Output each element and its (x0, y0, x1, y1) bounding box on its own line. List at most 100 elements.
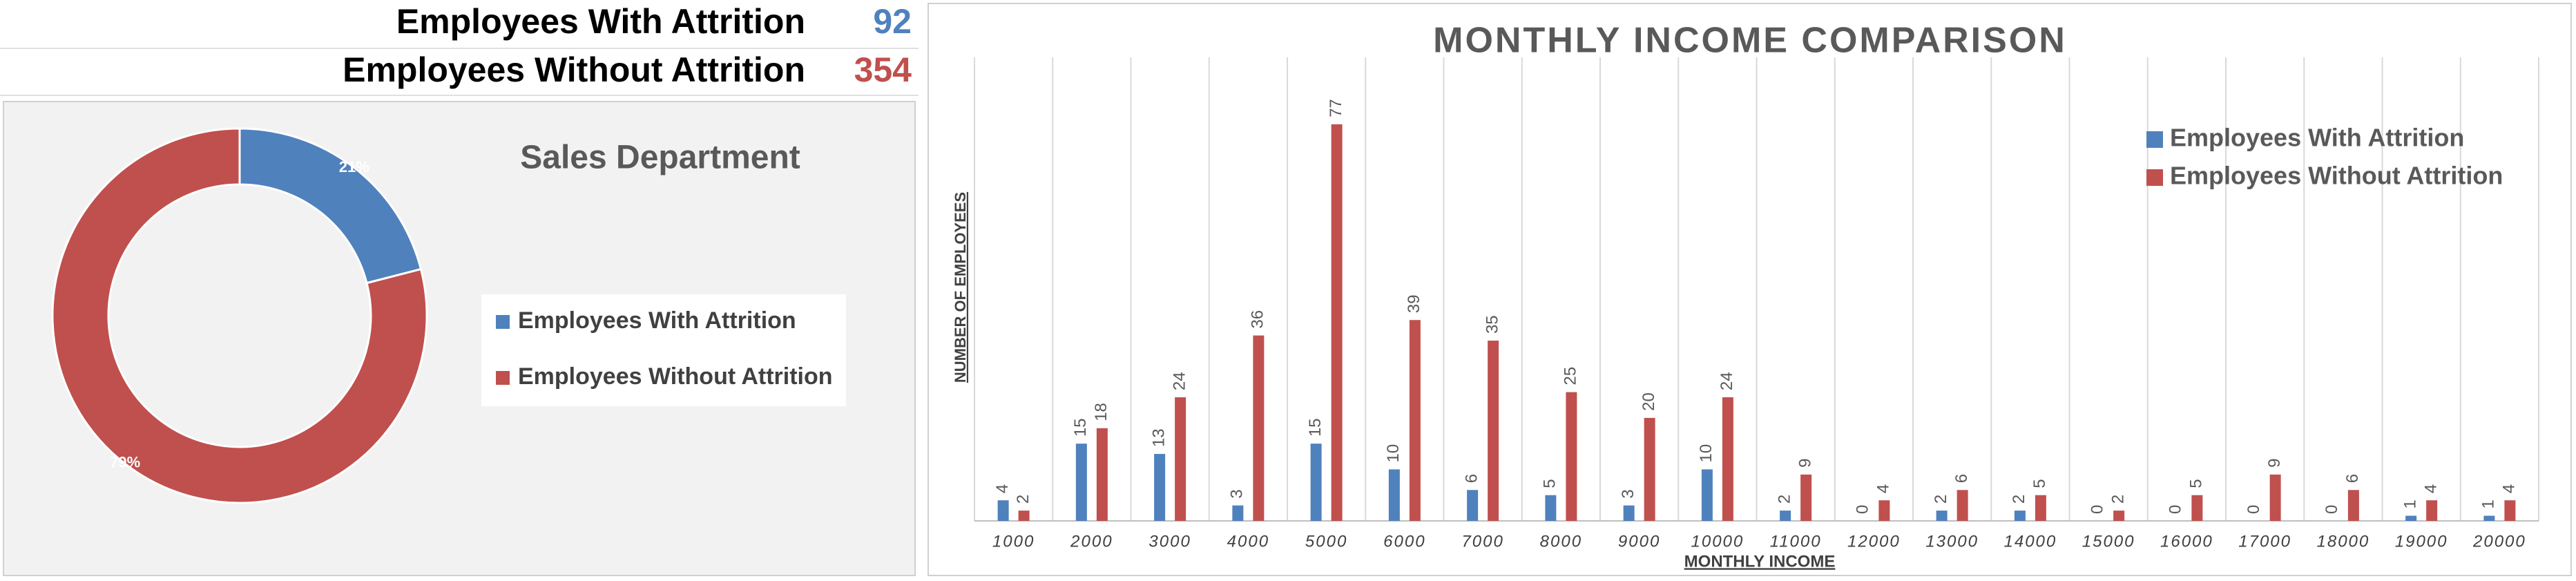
x-tick-label: 11000 (1770, 532, 1822, 551)
bar (1800, 474, 1812, 521)
data-label: 9 (2265, 459, 2284, 468)
data-label: 6 (1952, 474, 1971, 483)
data-label: 4 (993, 484, 1012, 493)
x-tick-label: 6000 (1383, 532, 1425, 551)
data-label: 20 (1640, 392, 1658, 411)
bar (1253, 335, 1265, 521)
x-tick-label: 3000 (1148, 532, 1191, 551)
bar (1310, 444, 1322, 521)
data-label: 4 (1874, 484, 1893, 493)
data-label: 4 (2421, 484, 2440, 493)
bar (1936, 511, 1948, 521)
legend-swatch (2146, 169, 2163, 186)
x-tick-label: 10000 (1691, 532, 1744, 551)
legend-swatch (2146, 131, 2163, 148)
data-label: 24 (1718, 372, 1736, 390)
x-tick-label: 5000 (1305, 532, 1347, 551)
legend-label: Employees Without Attrition (2170, 162, 2503, 190)
data-label: 0 (2245, 505, 2263, 514)
chart-title: MONTHLY INCOME COMPARISON (1433, 21, 2067, 61)
x-tick-label: 19000 (2395, 532, 2448, 551)
x-tick-label: 17000 (2238, 532, 2291, 551)
bar (1467, 490, 1479, 521)
data-label: 2 (2010, 495, 2028, 504)
data-label: 0 (2323, 505, 2341, 514)
data-label: 4 (2500, 484, 2519, 493)
bar (1566, 392, 1577, 521)
data-label: 10 (1697, 444, 1715, 463)
data-label: 5 (1541, 479, 1559, 488)
data-label: 9 (1796, 459, 1814, 468)
data-label: 13 (1149, 428, 1168, 447)
data-label: 79% (110, 454, 140, 471)
bar (2269, 474, 2281, 521)
x-tick-label: 7000 (1461, 532, 1503, 551)
legend-box (481, 294, 846, 406)
bar (2113, 511, 2125, 521)
data-label: 18 (1092, 403, 1111, 421)
x-tick-label: 8000 (1540, 532, 1582, 551)
bar (1780, 511, 1791, 521)
bar (2191, 495, 2203, 521)
bar (1722, 397, 1733, 521)
data-label: 0 (1854, 505, 1872, 514)
legend-label: Employees With Attrition (518, 307, 796, 334)
legend-label: Employees With Attrition (2170, 124, 2464, 152)
bar (2347, 490, 2359, 521)
bar (2426, 500, 2438, 521)
bar (1701, 469, 1713, 521)
bar (1154, 454, 1166, 521)
data-label: 21% (339, 158, 369, 175)
chart-title: Sales Department (520, 140, 800, 176)
data-label: 77 (1327, 99, 1345, 117)
data-label: 0 (2166, 505, 2185, 514)
data-label: 2 (2108, 495, 2127, 504)
data-label: 10 (1384, 444, 1403, 463)
bar (2014, 511, 2026, 521)
donut-segment (238, 127, 423, 285)
x-tick-label: 12000 (1847, 532, 1901, 551)
bar (1545, 495, 1557, 521)
data-label: 15 (1071, 418, 1090, 437)
bar (1623, 505, 1635, 521)
bar (2504, 500, 2516, 521)
bar (1096, 428, 1108, 521)
kpi-label: Employees Without Attrition (343, 50, 805, 89)
bar (1075, 444, 1087, 521)
x-tick-label: 18000 (2317, 532, 2370, 551)
x-tick-label: 4000 (1227, 532, 1269, 551)
bar (1331, 124, 1343, 521)
bar (1232, 505, 1244, 521)
kpi-label: Employees With Attrition (396, 2, 805, 41)
donut-segment (51, 127, 428, 504)
bar-panel (927, 3, 2572, 576)
bar (2035, 495, 2046, 521)
x-tick-label: 14000 (2004, 532, 2057, 551)
data-label: 24 (1170, 372, 1189, 390)
kpi-value: 92 (873, 2, 912, 41)
bar (1878, 500, 1890, 521)
bar (1018, 511, 1030, 521)
data-label: 15 (1306, 418, 1325, 437)
data-label: 6 (1462, 474, 1481, 483)
data-label: 3 (1228, 489, 1247, 498)
bar (997, 500, 1009, 521)
data-label: 0 (2088, 505, 2106, 514)
x-tick-label: 1000 (992, 532, 1035, 551)
bar (1957, 490, 1968, 521)
data-label: 36 (1249, 310, 1267, 329)
data-label: 39 (1405, 295, 1423, 314)
x-tick-label: 20000 (2472, 532, 2526, 551)
bar (1409, 320, 1421, 521)
bar (1488, 341, 1499, 521)
legend-swatch (496, 315, 510, 329)
x-tick-label: 13000 (1925, 532, 1979, 551)
x-tick-label: 2000 (1070, 532, 1113, 551)
bar (1175, 397, 1186, 521)
bar (2483, 515, 2495, 521)
legend-swatch (496, 371, 510, 385)
data-label: 25 (1561, 367, 1580, 385)
data-label: 5 (2187, 479, 2206, 488)
data-label: 5 (2030, 479, 2049, 488)
